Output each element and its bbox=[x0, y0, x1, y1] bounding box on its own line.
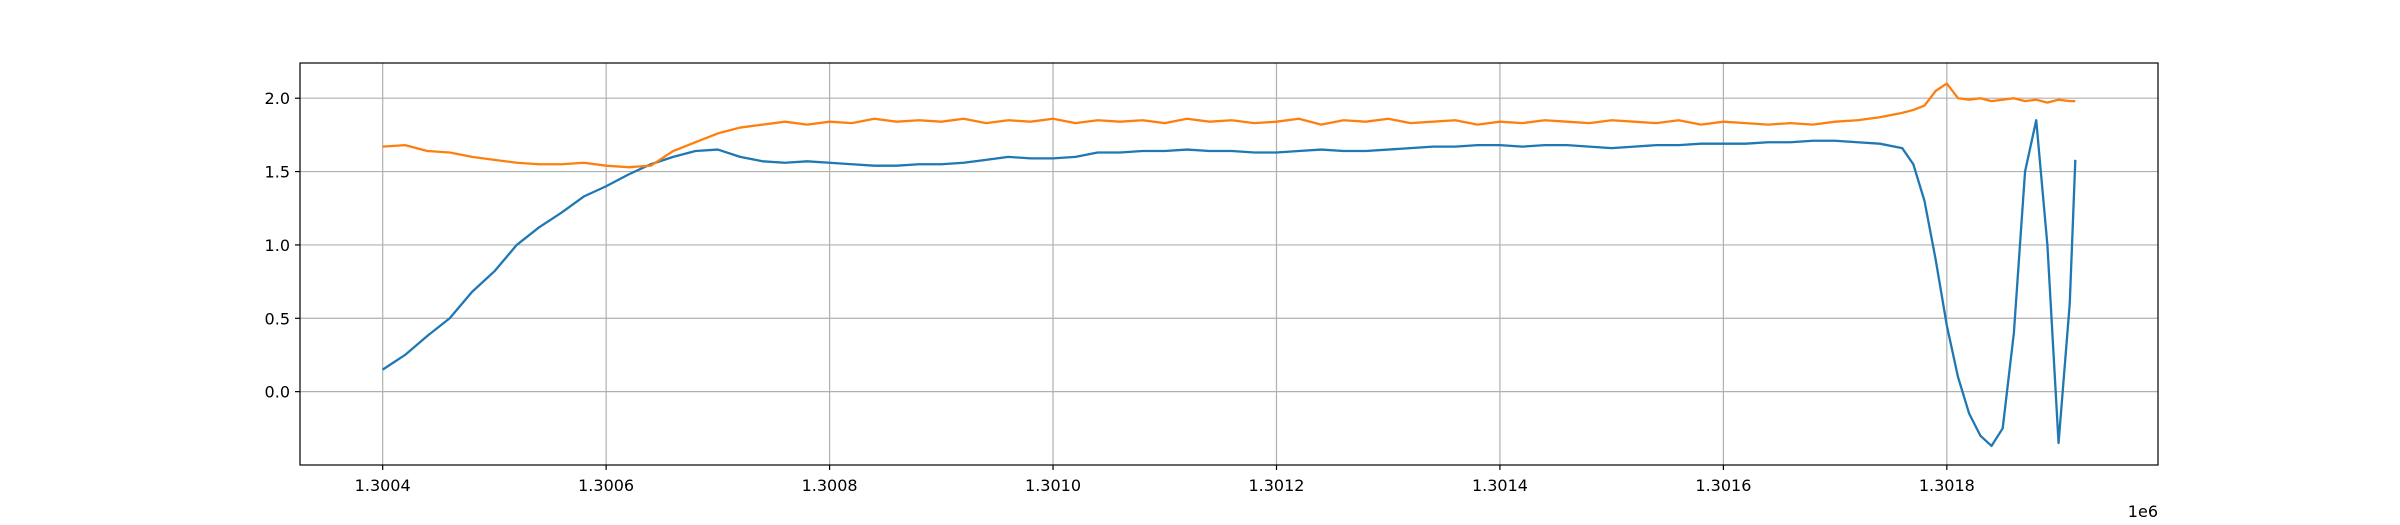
x-tick-label: 1.3012 bbox=[1248, 476, 1304, 495]
data-line bbox=[382, 119, 2077, 448]
y-tick-label: 0.5 bbox=[265, 309, 290, 328]
x-tick-label: 1.3018 bbox=[1919, 476, 1975, 495]
x-tick-label: 1.3008 bbox=[802, 476, 858, 495]
x-tick-label: 1.3014 bbox=[1472, 476, 1528, 495]
y-tick-label: 2.0 bbox=[265, 89, 290, 108]
x-tick-label: 1.3016 bbox=[1695, 476, 1751, 495]
y-tick-label: 0.0 bbox=[265, 383, 290, 402]
plot-frame bbox=[299, 62, 2159, 466]
y-tick-label: 1.0 bbox=[265, 236, 290, 255]
x-tick-label: 1.3004 bbox=[355, 476, 411, 495]
y-tick-label: 1.5 bbox=[265, 163, 290, 182]
x-tick-label: 1.3010 bbox=[1025, 476, 1081, 495]
x-tick-label: 1.3006 bbox=[578, 476, 634, 495]
x-offset-text: 1e6 bbox=[2128, 502, 2158, 521]
data-line bbox=[382, 82, 2076, 169]
